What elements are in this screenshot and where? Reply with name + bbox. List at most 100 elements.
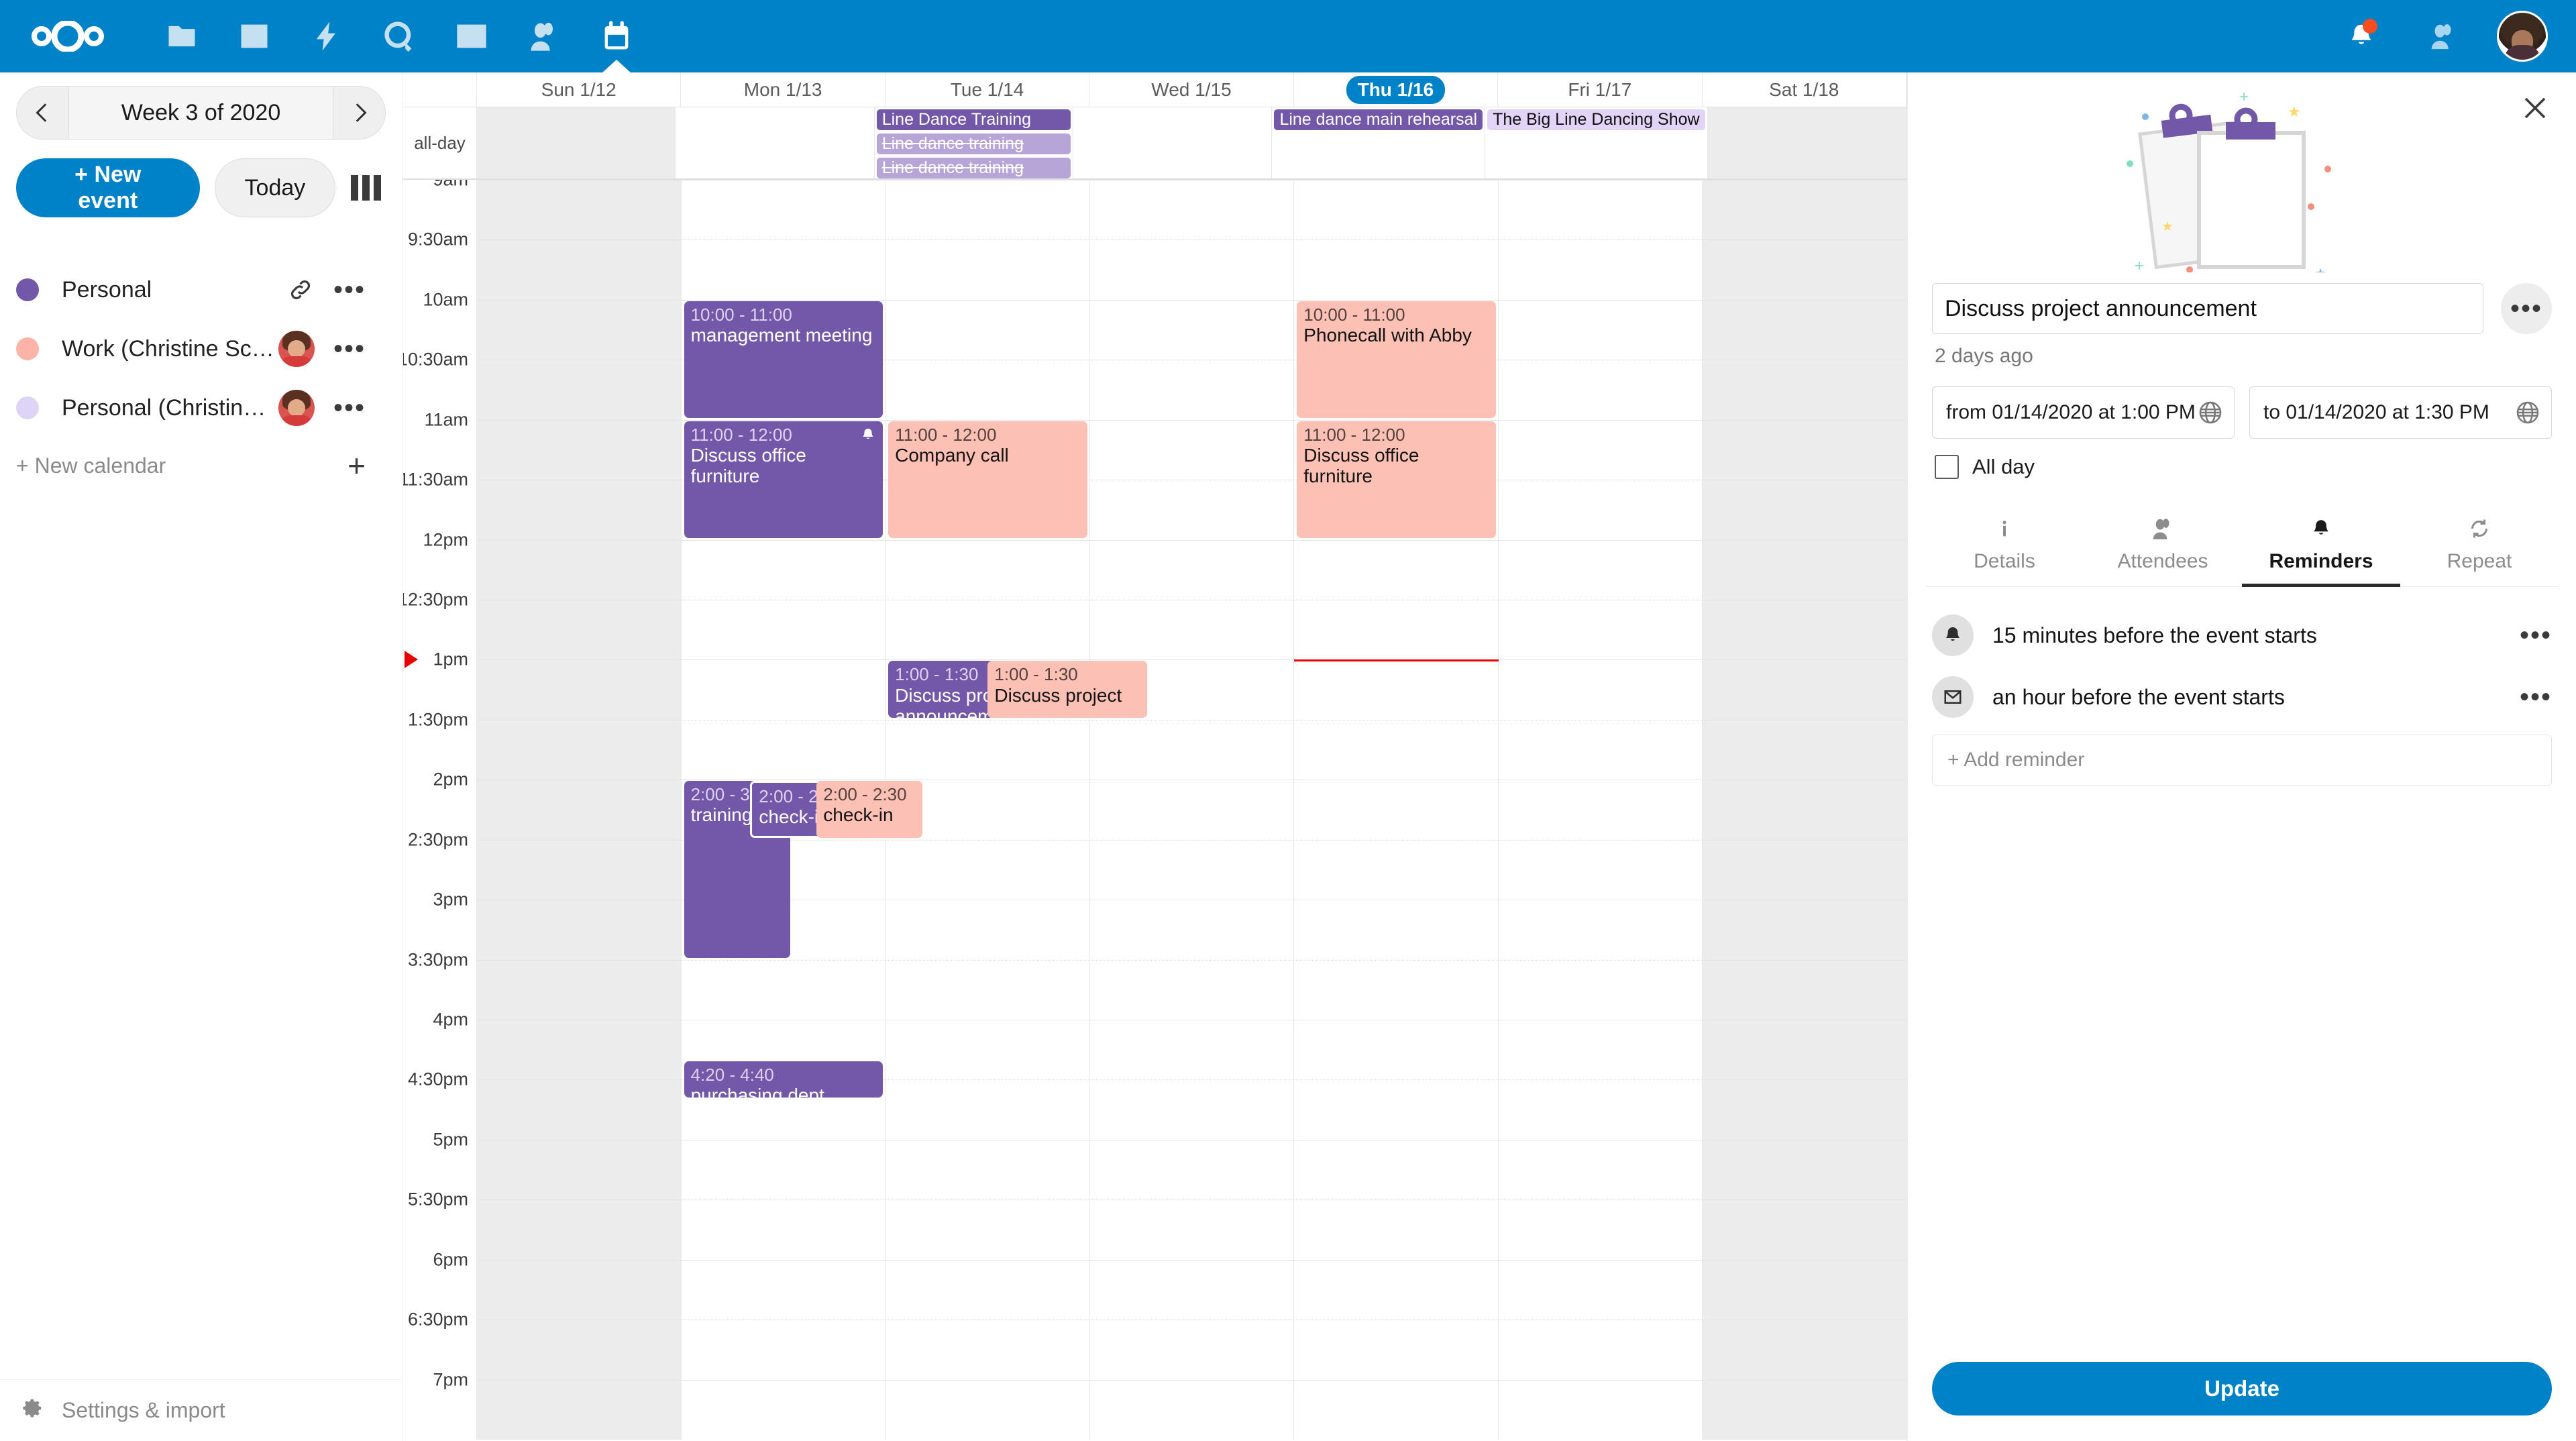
event-end-date-value: to 01/14/2020 at 1:30 PM xyxy=(2263,401,2489,423)
settings-and-import-button[interactable]: Settings & import xyxy=(0,1379,402,1441)
reminder-menu-button[interactable]: ••• xyxy=(2519,621,2552,650)
all-day-column-6[interactable] xyxy=(1707,107,1907,178)
day-header-3[interactable]: Wed 1/15 xyxy=(1089,72,1294,107)
day-column-5[interactable] xyxy=(1499,180,1703,1440)
week-navigation: Week 3 of 2020 xyxy=(16,86,386,140)
day-header-label: Sun 1/12 xyxy=(541,78,616,100)
next-week-button[interactable] xyxy=(333,87,385,139)
tab-reminders[interactable]: Reminders xyxy=(2242,506,2400,587)
day-column-6[interactable] xyxy=(1703,180,1907,1440)
globe-icon[interactable] xyxy=(2515,400,2540,425)
shared-by-avatar xyxy=(278,390,315,426)
all-day-checkbox[interactable] xyxy=(1935,455,1959,479)
grid-line xyxy=(477,299,1907,301)
add-reminder-button[interactable]: + Add reminder xyxy=(1932,735,2552,786)
view-toggle-icon[interactable] xyxy=(350,168,386,208)
time-grid-scroller[interactable]: 9am 9:30am 10am 10:30am 11am 11:30am 12pm 12:30… xyxy=(403,180,1907,1440)
reminder-item[interactable]: 15 minutes before the event starts ••• xyxy=(1932,604,2552,666)
tab-attendees[interactable]: Attendees xyxy=(2084,506,2242,587)
calendar-menu-button[interactable]: ••• xyxy=(333,393,366,423)
search-app-icon[interactable] xyxy=(363,0,435,72)
event-start-date-field[interactable]: from 01/14/2020 at 1:00 PM xyxy=(1932,386,2235,439)
calendar-event[interactable]: 10:00 - 11:00 Phonecall with Abby xyxy=(1297,301,1496,418)
day-header-6[interactable]: Sat 1/18 xyxy=(1703,72,1907,107)
reminder-item[interactable]: an hour before the event starts ••• xyxy=(1932,666,2552,728)
all-day-column-0[interactable] xyxy=(477,107,676,178)
current-time-indicator xyxy=(1294,659,1499,662)
all-day-column-3[interactable] xyxy=(1073,107,1273,178)
calendar-event[interactable]: 11:00 - 12:00 Company call xyxy=(888,421,1087,538)
all-day-column-5[interactable]: The Big Line Dancing Show xyxy=(1485,107,1708,178)
grid-line xyxy=(477,419,1907,421)
all-day-column-2[interactable]: Line Dance Training Line dance training Li… xyxy=(875,107,1074,178)
all-day-event[interactable]: Line dance main rehearsal xyxy=(1274,109,1483,130)
all-day-column-1[interactable] xyxy=(676,107,875,178)
all-day-column-4[interactable]: Line dance main rehearsal xyxy=(1272,107,1486,178)
tab-label: Reminders xyxy=(2269,550,2373,572)
calendar-name: Personal xyxy=(62,276,152,303)
last-modified-label: 2 days ago xyxy=(1935,345,2033,367)
calendar-event[interactable]: 10:00 - 11:00 management meeting xyxy=(684,301,883,418)
previous-week-button[interactable] xyxy=(17,87,69,139)
today-button[interactable]: Today xyxy=(214,158,336,217)
event-title: training xyxy=(690,804,753,826)
day-column-0[interactable] xyxy=(477,180,682,1440)
event-time: 11:00 - 12:00 xyxy=(690,424,792,445)
calendar-item-personal-christine[interactable]: Personal (Christine Scho... ••• xyxy=(0,378,402,437)
grid-line xyxy=(477,1259,1907,1261)
activity-app-icon[interactable] xyxy=(290,0,363,72)
calendar-item-work-christine[interactable]: Work (Christine Schott) ••• xyxy=(0,319,402,378)
new-calendar-button[interactable]: + New calendar + xyxy=(0,437,402,494)
day-header-1[interactable]: Mon 1/13 xyxy=(681,72,885,107)
grid-line xyxy=(477,959,1907,961)
calendar-item-personal[interactable]: Personal ••• xyxy=(0,260,402,319)
all-day-checkbox-label: All day xyxy=(1972,455,2035,478)
day-column-3[interactable] xyxy=(1090,180,1295,1440)
link-icon[interactable] xyxy=(286,276,315,304)
calendar-menu-button[interactable]: ••• xyxy=(333,334,366,364)
reminder-menu-button[interactable]: ••• xyxy=(2519,682,2552,712)
day-header-4[interactable]: Thu 1/16 xyxy=(1294,72,1499,107)
day-header-5[interactable]: Fri 1/17 xyxy=(1498,72,1703,107)
plus-icon[interactable]: + xyxy=(347,448,366,483)
gear-icon xyxy=(23,1399,42,1417)
notifications-button[interactable] xyxy=(2333,8,2390,64)
calendar-event[interactable]: 11:00 - 12:00 Discuss office furniture xyxy=(1297,421,1496,538)
tab-label: Repeat xyxy=(2447,550,2512,572)
calendar-event[interactable]: 2:00 - 2:30 check-in xyxy=(816,781,923,838)
new-event-button[interactable]: + New event xyxy=(16,158,200,217)
update-button[interactable]: Update xyxy=(1932,1362,2552,1416)
day-column-4[interactable] xyxy=(1294,180,1499,1440)
calendar-app-icon[interactable] xyxy=(580,0,653,72)
globe-icon[interactable] xyxy=(2198,400,2223,425)
files-app-icon[interactable] xyxy=(146,0,218,72)
nextcloud-logo[interactable] xyxy=(30,17,105,55)
all-day-event[interactable]: Line Dance Training xyxy=(876,109,1071,130)
day-header-0[interactable]: Sun 1/12 xyxy=(477,72,682,107)
event-title-input[interactable] xyxy=(1932,283,2483,334)
tab-repeat[interactable]: Repeat xyxy=(2400,506,2559,587)
calendar-menu-button[interactable]: ••• xyxy=(333,275,366,305)
tab-details[interactable]: Details xyxy=(1925,506,2084,587)
photos-app-icon[interactable] xyxy=(218,0,290,72)
contacts-app-icon[interactable] xyxy=(508,0,580,72)
event-end-date-field[interactable]: to 01/14/2020 at 1:30 PM xyxy=(2249,386,2552,439)
calendar-event[interactable]: 1:00 - 1:30 Discuss project xyxy=(987,661,1147,718)
user-avatar[interactable] xyxy=(2497,11,2548,62)
calendar-event[interactable]: 4:20 - 4:40 purchasing dept xyxy=(684,1061,883,1098)
svg-text:+: + xyxy=(2135,257,2144,272)
event-time: 2:00 - 2:30 xyxy=(823,784,907,805)
event-title: Discuss office furniture xyxy=(1303,444,1419,487)
day-column-2[interactable] xyxy=(885,180,1090,1440)
day-header-2[interactable]: Tue 1/14 xyxy=(885,72,1090,107)
clipboard-illustration: + + ★ ★ ★ xyxy=(1908,72,2576,274)
grid-line xyxy=(477,1199,1907,1201)
mail-app-icon[interactable] xyxy=(435,0,508,72)
all-day-event[interactable]: Line dance training xyxy=(876,158,1071,178)
contacts-menu-button[interactable] xyxy=(2415,8,2471,64)
calendar-event[interactable]: 11:00 - 12:00 Discuss office furniture xyxy=(684,421,883,538)
all-day-event[interactable]: Line dance training xyxy=(876,134,1071,154)
close-icon[interactable] xyxy=(2514,87,2556,129)
event-actions-menu-button[interactable]: ••• xyxy=(2501,283,2552,334)
all-day-event[interactable]: The Big Line Dancing Show xyxy=(1487,109,1705,130)
